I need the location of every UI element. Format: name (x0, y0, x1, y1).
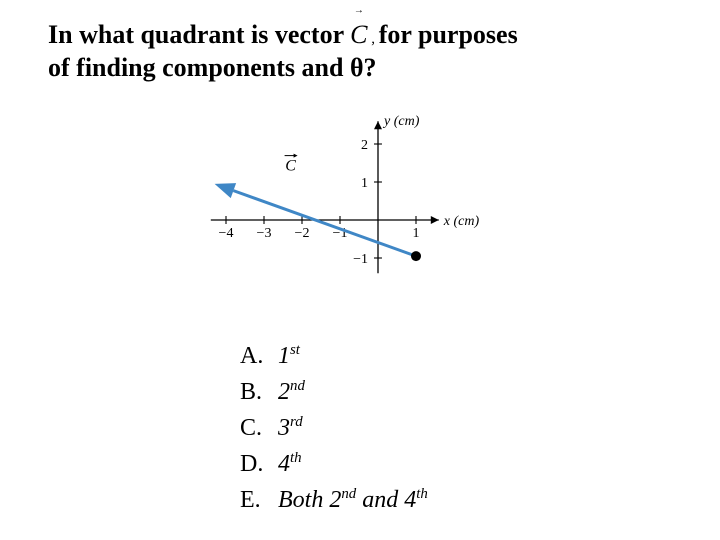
option-letter: E. (240, 482, 278, 518)
both-mid: and (356, 487, 404, 513)
vector-letter: C (350, 20, 367, 49)
option-num: 3 (278, 415, 290, 441)
answer-options: A. 1st B. 2nd C. 3rd D. 4th E. Bo (240, 338, 428, 518)
svg-text:−4: −4 (219, 226, 234, 241)
svg-text:x (cm): x (cm) (443, 214, 480, 229)
both-o1: nd (341, 486, 356, 502)
question-text: In what quadrant is vector → C , for pur… (48, 18, 678, 85)
svg-text:−2: −2 (295, 226, 310, 241)
option-text: 3rd (278, 410, 303, 446)
vector-arrow-glyph: → (350, 6, 367, 16)
svg-text:1: 1 (413, 226, 420, 241)
both-o2: th (416, 486, 428, 502)
figure-svg: −4−3−2−1112−1y (cm)x (cm)C (190, 110, 490, 280)
option-c: C. 3rd (240, 410, 428, 446)
option-letter: B. (240, 374, 278, 410)
question-line2-part1: of finding components and (48, 53, 350, 82)
option-text: Both 2nd and 4th (278, 482, 428, 518)
theta-symbol: θ? (350, 53, 377, 82)
option-letter: C. (240, 410, 278, 446)
svg-text:−1: −1 (353, 252, 368, 267)
option-num: 2 (278, 379, 290, 405)
both-n1: 2 (329, 487, 341, 513)
option-letter: A. (240, 338, 278, 374)
option-ord: nd (290, 378, 305, 394)
option-ord: rd (290, 414, 303, 430)
question-line1-part2: for purposes (379, 20, 518, 49)
option-text: 4th (278, 446, 302, 482)
vector-c-symbol: → C (350, 18, 367, 51)
option-e: E. Both 2nd and 4th (240, 482, 428, 518)
option-num: 4 (278, 451, 290, 477)
both-n2: 4 (404, 487, 416, 513)
svg-text:2: 2 (361, 138, 368, 153)
option-letter: D. (240, 446, 278, 482)
option-ord: st (290, 342, 300, 358)
option-ord: th (290, 450, 302, 466)
option-d: D. 4th (240, 446, 428, 482)
slide: In what quadrant is vector → C , for pur… (0, 0, 720, 540)
svg-text:C: C (285, 158, 296, 175)
option-num: 1 (278, 343, 290, 369)
svg-text:1: 1 (361, 176, 368, 191)
question-line1-part1: In what quadrant is vector (48, 20, 350, 49)
option-a: A. 1st (240, 338, 428, 374)
option-text: 1st (278, 338, 300, 374)
comma: , (368, 31, 379, 47)
svg-text:y (cm): y (cm) (382, 114, 420, 129)
svg-text:−3: −3 (257, 226, 272, 241)
option-b: B. 2nd (240, 374, 428, 410)
option-text: 2nd (278, 374, 305, 410)
both-prefix: Both (278, 487, 329, 513)
vector-figure: −4−3−2−1112−1y (cm)x (cm)C (190, 110, 490, 280)
